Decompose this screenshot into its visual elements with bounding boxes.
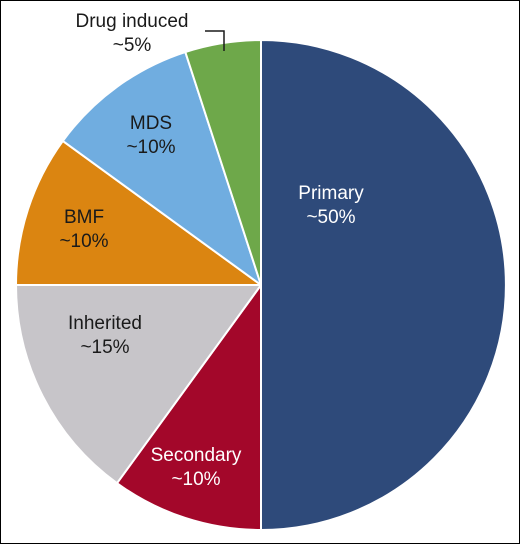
slice-value-primary: ~50% [306,207,355,228]
slice-value-bmf: ~10% [59,231,108,252]
slice-label-inherited: Inherited [68,313,142,334]
pie-slice-inherited [15,284,262,485]
slice-label-secondary: Secondary [151,445,242,466]
slice-value-inherited: ~15% [80,337,129,358]
pie-slice-drug-induced [184,39,262,286]
slice-value-drug-induced: ~5% [113,35,152,56]
pie-slice-mds [61,50,262,286]
slice-label-drug-induced: Drug induced [75,11,188,32]
pie-slices [15,39,507,531]
slice-value-mds: ~10% [126,137,175,158]
slice-value-secondary: ~10% [171,469,220,490]
slice-label-primary: Primary [298,183,364,204]
slice-label-mds: MDS [130,113,172,134]
drug-induced-leader-line [205,30,225,51]
pie-slice-bmf [15,139,262,286]
slice-label-bmf: BMF [64,207,104,228]
pie-slice-secondary [115,284,262,531]
pie-slice-primary [260,39,507,531]
pie-labels: Primary ~50% Secondary ~10% Inherited ~15% BMF… [59,11,364,490]
